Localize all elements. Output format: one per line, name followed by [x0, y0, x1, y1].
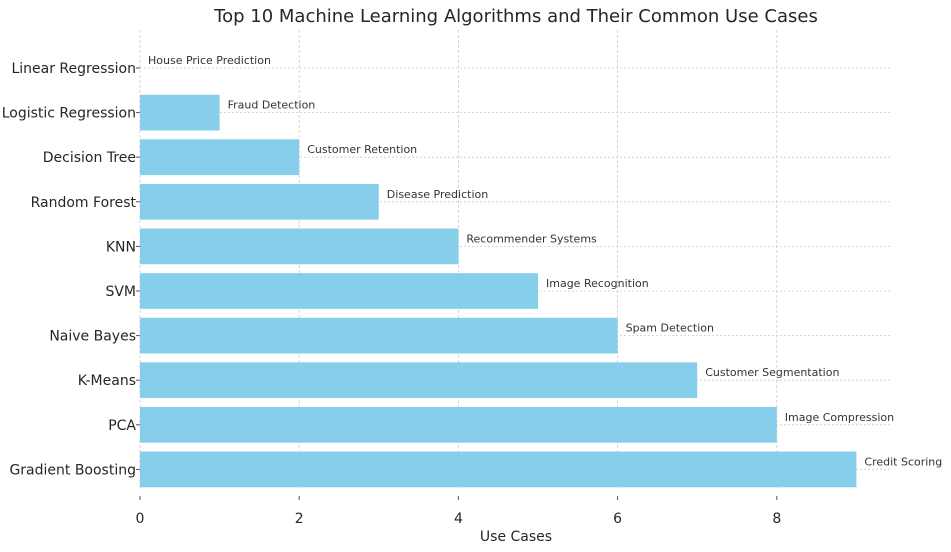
- bar: [140, 139, 300, 176]
- x-axis-label: Use Cases: [480, 529, 552, 545]
- bar-annotation: Fraud Detection: [228, 99, 316, 112]
- x-tick-label: 6: [613, 511, 622, 527]
- y-tick-label: Gradient Boosting: [9, 462, 136, 478]
- bar: [140, 406, 777, 443]
- bar-annotation: Customer Segmentation: [705, 366, 839, 379]
- bar-annotation: House Price Prediction: [148, 54, 271, 67]
- y-tick-label: K-Means: [78, 373, 136, 389]
- bar-annotation: Image Compression: [785, 411, 894, 424]
- chart-title: Top 10 Machine Learning Algorithms and T…: [213, 6, 818, 27]
- bar: [140, 362, 698, 399]
- bar: [140, 183, 379, 220]
- bar: [140, 317, 618, 354]
- bar-annotation: Customer Retention: [307, 143, 417, 156]
- bar-annotation: Spam Detection: [626, 322, 714, 335]
- bar-annotation: Recommender Systems: [466, 232, 597, 245]
- bars: [140, 94, 857, 488]
- y-tick-label: Naive Bayes: [49, 329, 136, 345]
- x-axis: 0 2 4 6 8: [136, 496, 781, 527]
- bar: [140, 228, 459, 265]
- y-tick-label: Logistic Regression: [2, 106, 136, 122]
- bar: [140, 273, 538, 309]
- y-tick-label: Decision Tree: [43, 150, 136, 166]
- bar-annotation: Disease Prediction: [387, 188, 488, 201]
- bar-annotation: Image Recognition: [546, 277, 649, 290]
- annotations: House Price Prediction Fraud Detection Cus…: [148, 54, 942, 468]
- bar: [140, 94, 220, 131]
- x-tick-label: 2: [295, 511, 304, 527]
- bar-annotation: Credit Scoring: [864, 455, 942, 468]
- y-tick-label: Random Forest: [31, 195, 137, 211]
- y-tick-label: KNN: [106, 239, 136, 255]
- x-tick-label: 8: [772, 511, 781, 527]
- y-axis: Linear Regression Logistic Regression Deci…: [2, 61, 140, 478]
- y-tick-label: PCA: [108, 418, 136, 434]
- x-tick-label: 4: [454, 511, 463, 527]
- y-tick-label: SVM: [105, 284, 136, 300]
- x-tick-label: 0: [136, 511, 145, 527]
- bar: [140, 451, 857, 488]
- y-tick-label: Linear Regression: [11, 61, 136, 77]
